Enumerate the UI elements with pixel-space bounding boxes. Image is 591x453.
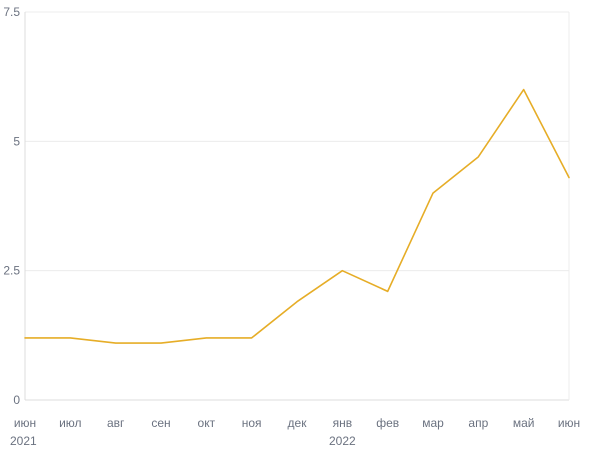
grid-lines bbox=[24, 11, 570, 401]
x-year-label: 2022 bbox=[329, 434, 356, 448]
x-tick-label: май bbox=[513, 416, 535, 430]
y-tick-label: 5 bbox=[13, 134, 20, 148]
x-tick-label: июл bbox=[59, 416, 81, 430]
x-tick-label: авг bbox=[107, 416, 125, 430]
x-tick-label: ноя bbox=[242, 416, 262, 430]
x-tick-label: янв bbox=[333, 416, 353, 430]
y-tick-label: 2.5 bbox=[3, 264, 20, 278]
y-tick-label: 0 bbox=[13, 393, 20, 407]
x-year-label: 2021 bbox=[10, 434, 37, 448]
x-tick-label: фев bbox=[376, 416, 399, 430]
y-axis-ticks: 0 2.5 5 7.5 bbox=[3, 5, 20, 407]
x-tick-label: дек bbox=[288, 416, 308, 430]
x-tick-label: апр bbox=[468, 416, 488, 430]
x-axis-ticks: июн июл авг сен окт ноя дек янв фев мар апр май июн bbox=[14, 416, 580, 430]
x-tick-label: июн bbox=[14, 416, 36, 430]
x-tick-label: июн bbox=[558, 416, 580, 430]
series-line bbox=[24, 88, 570, 344]
series-group bbox=[24, 88, 570, 344]
x-tick-label: сен bbox=[151, 416, 170, 430]
x-tick-label: окт bbox=[198, 416, 216, 430]
x-tick-label: мар bbox=[422, 416, 444, 430]
y-tick-label: 7.5 bbox=[3, 5, 20, 19]
x-axis-year-labels: 2021 2022 bbox=[10, 434, 356, 448]
